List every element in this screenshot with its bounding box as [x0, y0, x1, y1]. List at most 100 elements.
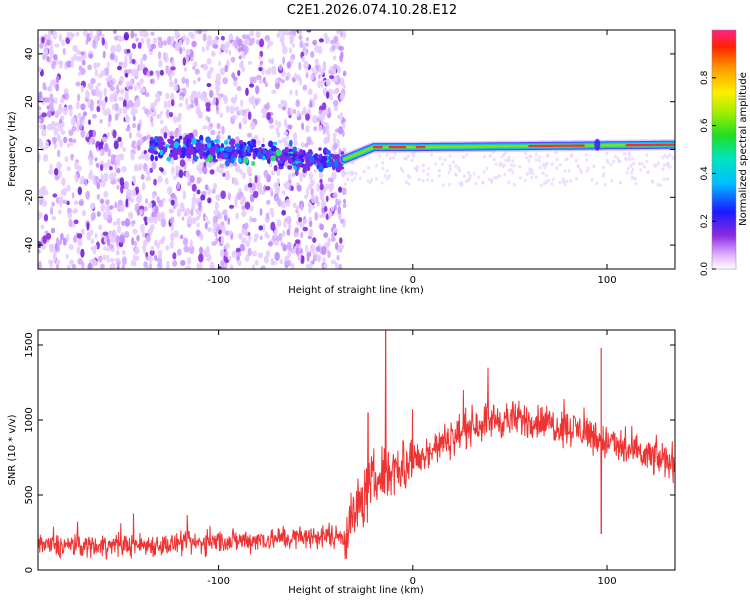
spectrogram-speckle	[131, 189, 136, 197]
spectrogram-speckle	[330, 40, 334, 44]
spectrogram-speckle	[88, 53, 93, 58]
spectrogram-speckle	[110, 258, 114, 263]
spectrogram-speckle	[340, 219, 344, 224]
spectrogram-speckle	[271, 58, 275, 64]
spectrogram-speckle	[343, 71, 347, 77]
spectrogram-speckle	[143, 240, 147, 246]
spectrogram-speckle	[477, 175, 480, 179]
spectrogram-speckle	[666, 155, 669, 159]
spectrogram-speckle	[64, 88, 69, 93]
spectrogram-speckle	[307, 254, 310, 262]
spectrogram-speckle	[131, 31, 135, 39]
spectrogram-speckle	[378, 155, 381, 159]
spectrogram-signal	[247, 146, 250, 153]
spectrogram-speckle	[45, 35, 49, 40]
spectrogram-speckle	[97, 211, 101, 217]
spectrogram-signal	[188, 147, 193, 151]
spectrogram-speckle	[281, 190, 285, 195]
spectrogram-speckle	[493, 158, 496, 162]
spectrogram-speckle	[443, 158, 446, 162]
spectrogram-speckle	[52, 31, 57, 40]
spectrogram-speckle	[115, 155, 120, 163]
spectrogram-signal	[205, 136, 211, 143]
spectrogram-speckle	[239, 55, 242, 59]
spectrogram-speckle	[653, 164, 656, 168]
spectrogram-speckle	[177, 182, 181, 190]
spectrogram-signal	[173, 141, 179, 148]
spectrogram-speckle	[663, 177, 666, 181]
spectrogram-speckle	[555, 158, 558, 162]
spectrogram-speckle	[455, 173, 458, 177]
spectrogram-speckle	[133, 254, 136, 262]
spectrogram-speckle	[198, 77, 201, 81]
spectrogram-signal	[194, 156, 199, 160]
spectrogram-speckle	[339, 54, 343, 62]
spectrogram-speckle	[52, 193, 57, 197]
spectrogram-speckle	[555, 166, 558, 170]
spectrogram-speckle	[133, 178, 136, 184]
spectrogram-speckle	[236, 252, 241, 257]
spectrogram-speckle	[197, 177, 201, 184]
spectrogram-speckle	[183, 57, 186, 66]
spectrogram-speckle	[126, 189, 131, 198]
spectrogram-speckle	[460, 181, 463, 185]
spectrogram-speckle	[123, 106, 127, 114]
spectrogram-speckle	[263, 170, 268, 178]
spectrogram-speckle	[180, 159, 186, 167]
spectrogram-speckle	[93, 62, 98, 69]
spectrogram-speckle	[559, 163, 562, 167]
spectrogram-speckle	[482, 170, 485, 174]
spectrogram-speckle	[499, 161, 502, 165]
spectrogram-speckle	[308, 88, 313, 95]
spectrogram-speckle	[245, 39, 250, 45]
spectrogram-speckle	[178, 103, 182, 107]
spectrogram-signal	[326, 150, 331, 155]
spectrogram-speckle	[416, 165, 419, 169]
spectrogram-signal	[265, 157, 269, 160]
spectrogram-speckle	[316, 246, 321, 252]
spectrogram-speckle	[606, 160, 609, 164]
spectrogram-speckle	[292, 43, 295, 48]
spectrogram-speckle	[260, 208, 263, 216]
spectrogram-speckle	[76, 101, 80, 109]
spectrogram-speckle	[327, 251, 331, 258]
spectrogram-speckle	[340, 31, 343, 38]
spectrogram-speckle	[63, 48, 66, 55]
spectrogram-speckle	[528, 159, 531, 163]
spectrogram-speckle	[392, 156, 395, 160]
spectrogram-speckle	[386, 169, 389, 173]
spectrogram-x-axis-label: Height of straight line (km)	[288, 285, 424, 296]
spectrogram-speckle	[287, 229, 291, 236]
spectrogram-speckle	[124, 231, 130, 238]
spectrogram-speckle	[185, 266, 191, 271]
spectrogram-speckle	[367, 166, 370, 170]
spectrogram-signal	[317, 160, 321, 165]
spectrogram-speckle	[586, 169, 589, 173]
spectrogram-speckle	[282, 106, 286, 110]
spectrogram-signal	[191, 138, 196, 145]
spectrogram-speckle	[185, 78, 189, 84]
spectrogram-speckle	[302, 85, 307, 91]
spectrogram-speckle	[324, 206, 328, 212]
spectrogram-speckle	[196, 165, 201, 171]
spectrogram-speckle	[337, 206, 341, 214]
spectrogram-speckle	[462, 155, 465, 159]
spectrogram-speckle	[550, 182, 553, 186]
spectrogram-speckle	[448, 164, 451, 168]
figure-title: C2E1.2026.074.10.28.E12	[287, 3, 457, 18]
spectrogram-speckle	[301, 142, 304, 148]
spectrogram-speckle	[271, 257, 274, 265]
spectrogram-speckle	[619, 181, 622, 185]
spectrogram-speckle	[207, 35, 212, 44]
spectrogram-speckle	[252, 250, 257, 256]
spectrogram-speckle	[108, 114, 112, 122]
spectrogram-speckle	[248, 183, 253, 188]
spectrogram-speckle	[528, 167, 531, 171]
spectrogram-speckle	[422, 169, 425, 173]
spectrogram-speckle	[335, 76, 338, 82]
spectrogram-speckle	[114, 165, 117, 170]
spectrogram-speckle	[485, 167, 488, 171]
spectrogram-speckle	[299, 40, 303, 48]
spectrogram-speckle	[82, 210, 86, 217]
spectrogram-speckle	[457, 166, 460, 170]
